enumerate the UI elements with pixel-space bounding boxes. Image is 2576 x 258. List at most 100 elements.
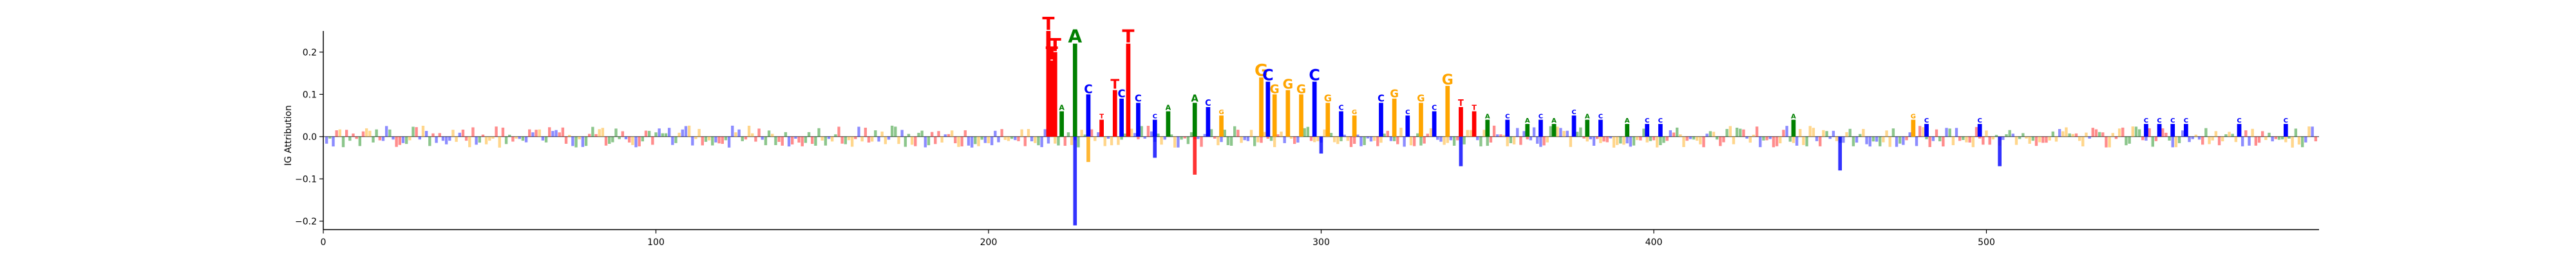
- background-attribution-mark: [1819, 136, 1822, 146]
- strong-attribution-mark: [2157, 124, 2162, 137]
- background-attribution-mark: [1742, 129, 1745, 137]
- background-attribution-mark: [1160, 136, 1163, 145]
- strong-attribution-mark: [1405, 115, 1410, 137]
- background-attribution-mark: [741, 136, 744, 141]
- background-attribution-mark: [704, 136, 708, 142]
- strong-attribution-mark: [1072, 43, 1077, 137]
- base-letter: C: [2170, 117, 2175, 124]
- base-letter: G: [1218, 109, 1224, 116]
- background-attribution-mark: [641, 136, 645, 142]
- background-attribution-mark: [1692, 136, 1696, 140]
- background-attribution-mark: [1712, 132, 1716, 137]
- background-attribution-mark: [781, 136, 784, 146]
- background-attribution-mark: [1170, 134, 1173, 137]
- background-attribution-mark: [751, 133, 754, 137]
- base-letter: G: [1442, 72, 1454, 88]
- background-attribution-mark: [2287, 136, 2291, 139]
- background-attribution-mark: [2277, 136, 2281, 140]
- background-attribution-mark: [1386, 130, 1389, 137]
- background-attribution-mark: [1133, 133, 1137, 137]
- background-attribution-mark: [784, 132, 788, 137]
- background-attribution-mark: [1815, 136, 1819, 141]
- background-attribution-mark: [1808, 126, 1812, 137]
- strong-attribution-mark: [2170, 124, 2175, 137]
- background-attribution-mark: [2018, 136, 2022, 139]
- background-attribution-mark: [1931, 136, 1935, 141]
- background-attribution-mark: [1566, 130, 1569, 137]
- background-attribution-mark: [528, 129, 531, 137]
- background-attribution-mark: [1256, 136, 1260, 143]
- strong-attribution-mark: [1265, 81, 1271, 137]
- strong-attribution-mark: [1049, 60, 1054, 137]
- base-letter: C: [1658, 117, 1663, 124]
- base-letter: G: [1352, 109, 1357, 116]
- background-attribution-mark: [1782, 130, 1785, 137]
- background-attribution-mark: [747, 125, 751, 137]
- background-attribution-mark: [488, 136, 491, 141]
- background-attribution-mark: [1020, 129, 1023, 137]
- background-attribution-mark: [957, 136, 960, 147]
- background-attribution-mark: [1482, 130, 1486, 137]
- background-attribution-mark: [754, 136, 757, 142]
- background-attribution-mark: [1942, 136, 1945, 147]
- background-attribution-mark: [1379, 136, 1383, 143]
- background-attribution-mark: [2217, 136, 2221, 146]
- negative-attribution-mark: [1193, 136, 1197, 175]
- background-attribution-mark: [401, 136, 405, 143]
- background-attribution-mark: [994, 130, 997, 137]
- background-attribution-mark: [601, 128, 605, 137]
- background-attribution-mark: [817, 128, 820, 137]
- background-attribution-mark: [1083, 134, 1086, 137]
- strong-attribution-mark: [1312, 81, 1317, 137]
- background-attribution-mark: [950, 130, 954, 137]
- base-letter: C: [1309, 66, 1320, 84]
- base-letter: A: [1625, 117, 1630, 124]
- background-attribution-mark: [844, 136, 848, 144]
- background-attribution-mark: [1143, 136, 1146, 139]
- background-attribution-mark: [368, 130, 372, 137]
- background-attribution-mark: [787, 136, 791, 147]
- background-attribution-mark: [1180, 136, 1183, 140]
- background-attribution-mark: [2177, 136, 2181, 143]
- background-attribution-mark: [744, 136, 748, 140]
- background-attribution-mark: [1037, 136, 1040, 146]
- background-attribution-mark: [1948, 128, 1951, 137]
- background-attribution-mark: [1213, 136, 1217, 139]
- background-attribution-mark: [1110, 136, 1113, 146]
- background-attribution-mark: [2201, 136, 2204, 145]
- strong-attribution-mark: [1485, 119, 1490, 137]
- base-letter: C: [1598, 114, 1603, 121]
- background-attribution-mark: [1945, 128, 1948, 137]
- background-attribution-mark: [1506, 136, 1509, 146]
- base-letter: T: [1458, 99, 1464, 108]
- background-attribution-mark: [381, 136, 385, 141]
- background-attribution-mark: [1352, 136, 1356, 144]
- background-attribution-mark: [970, 136, 974, 148]
- background-attribution-mark: [2234, 136, 2238, 143]
- strong-attribution-mark: [1219, 115, 1224, 137]
- background-attribution-mark: [1635, 136, 1639, 141]
- background-attribution-mark: [1922, 127, 1925, 137]
- background-attribution-mark: [1229, 136, 1233, 146]
- base-letter: T: [1122, 26, 1134, 47]
- base-letter: G: [1390, 88, 1399, 100]
- base-letter: C: [1405, 109, 1410, 116]
- base-letter: G: [1417, 93, 1425, 104]
- background-attribution-mark: [2248, 136, 2251, 146]
- y-axis-label: IG Attribution: [283, 105, 294, 166]
- background-attribution-mark: [1426, 134, 1429, 137]
- background-attribution-mark: [1632, 136, 1636, 146]
- base-letter: A: [1068, 26, 1082, 47]
- background-attribution-mark: [1253, 136, 1256, 146]
- background-attribution-mark: [1579, 127, 1582, 137]
- background-attribution-mark: [1273, 136, 1276, 148]
- background-attribution-mark: [1070, 136, 1074, 145]
- base-letter: G: [1255, 61, 1268, 81]
- background-attribution-mark: [1173, 136, 1177, 148]
- background-attribution-mark: [934, 136, 937, 144]
- strong-attribution-mark: [1472, 111, 1477, 137]
- strong-attribution-mark: [1791, 119, 1796, 137]
- background-attribution-mark: [1349, 136, 1353, 147]
- background-attribution-mark: [761, 136, 764, 140]
- background-attribution-mark: [824, 136, 828, 146]
